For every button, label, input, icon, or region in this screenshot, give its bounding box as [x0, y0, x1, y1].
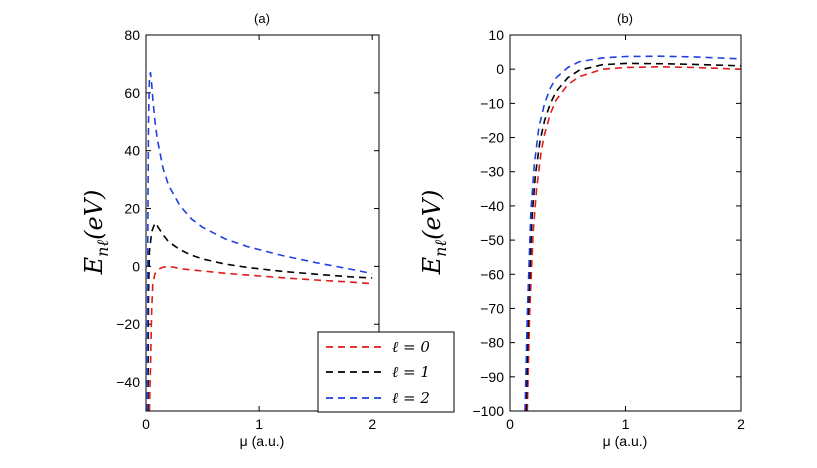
panel-a-ytick-label: 60 [124, 85, 140, 101]
panel-b-title: (b) [617, 11, 633, 26]
panel-b-lines [524, 55, 741, 411]
panel-a-xtick-label: 2 [368, 416, 376, 432]
panel-b-ytick-label: 10 [488, 27, 504, 43]
panel-b-ytick-label: −100 [472, 403, 504, 419]
panel-b-ytick-label: −60 [480, 266, 504, 282]
panel-b-series-l1 [525, 62, 741, 411]
panel-a-ytick-label: 0 [132, 258, 140, 274]
panel-b-ylabel: Enℓ(eV) [418, 190, 450, 276]
panel-a-ylabel-rest: (eV) [80, 190, 108, 240]
panel-a-xlabel: μ (a.u.) [240, 433, 285, 449]
panel-b-ytick-label: −40 [480, 198, 504, 214]
legend-entry-l1: ℓ = 1 [326, 363, 430, 381]
panel-a-series-l0 [148, 265, 373, 411]
legend-label-l2: ℓ = 2 [392, 389, 430, 407]
panel-b-xlabel: μ (a.u.) [603, 433, 648, 449]
legend-entry-l0: ℓ = 0 [326, 338, 430, 356]
panel-a-frame [145, 34, 380, 412]
svg-text:Enℓ(eV): Enℓ(eV) [80, 190, 112, 276]
panel-b-ytick-label: −90 [480, 369, 504, 385]
panel-a-ytick-label: 40 [124, 143, 140, 159]
panel-b-ytick-label: −30 [480, 164, 504, 180]
panel-a-ytick-label: −40 [116, 374, 140, 390]
panel-a-lines [146, 71, 373, 411]
panel-b-ytick-label: 0 [496, 61, 504, 77]
panel-b-ytick-label: −80 [480, 335, 504, 351]
panel-b-xtick-label: 2 [737, 416, 745, 432]
panel-b-xtick-label: 0 [506, 416, 514, 432]
panel-a-series-l1 [147, 222, 373, 411]
panel-a-ytick-label: 80 [124, 27, 140, 43]
panel-a-title: (a) [254, 11, 270, 26]
panel-a-xtick-label: 1 [255, 416, 263, 432]
panel-a: (a) Enℓ(eV) μ (a.u.) 0 1 2 −40 −20 0 20 40 60 80 [80, 11, 380, 449]
panel-a-xtick-label: 0 [142, 416, 150, 432]
panel-b-ytick-label: −20 [480, 130, 504, 146]
legend: ℓ = 0 ℓ = 1 ℓ = 2 [317, 331, 455, 413]
panel-b-ylabel-main: E [418, 256, 446, 275]
panel-b-series-l0 [526, 66, 741, 411]
panel-a-ylabel-main: E [80, 256, 108, 275]
legend-label-l0: ℓ = 0 [392, 338, 430, 356]
panel-b-ytick-label: −70 [480, 300, 504, 316]
panel-b-xtick-label: 1 [622, 416, 630, 432]
legend-label-l1: ℓ = 1 [392, 363, 430, 381]
panel-b-ylabel-sub: nℓ [431, 240, 450, 257]
panel-b-series-l2 [524, 55, 741, 411]
panel-b-frame [509, 34, 742, 412]
panel-b-ytick-label: −50 [480, 232, 504, 248]
panel-b: (b) Enℓ(eV) μ (a.u.) 0 1 2−100−90−80−70−60… [418, 11, 745, 449]
legend-entry-l2: ℓ = 2 [326, 389, 430, 407]
panel-a-ytick-label: −20 [116, 316, 140, 332]
panel-a-ylabel-sub: nℓ [93, 240, 112, 257]
panel-b-ylabel-rest: (eV) [418, 190, 446, 240]
panel-b-ytick-label: −10 [480, 95, 504, 111]
panel-a-ticks: 0 1 2 −40 −20 0 20 40 60 80 [116, 27, 379, 432]
svg-text:Enℓ(eV): Enℓ(eV) [418, 190, 450, 276]
panel-a-ytick-label: 20 [124, 201, 140, 217]
panel-a-ylabel: Enℓ(eV) [80, 190, 112, 276]
